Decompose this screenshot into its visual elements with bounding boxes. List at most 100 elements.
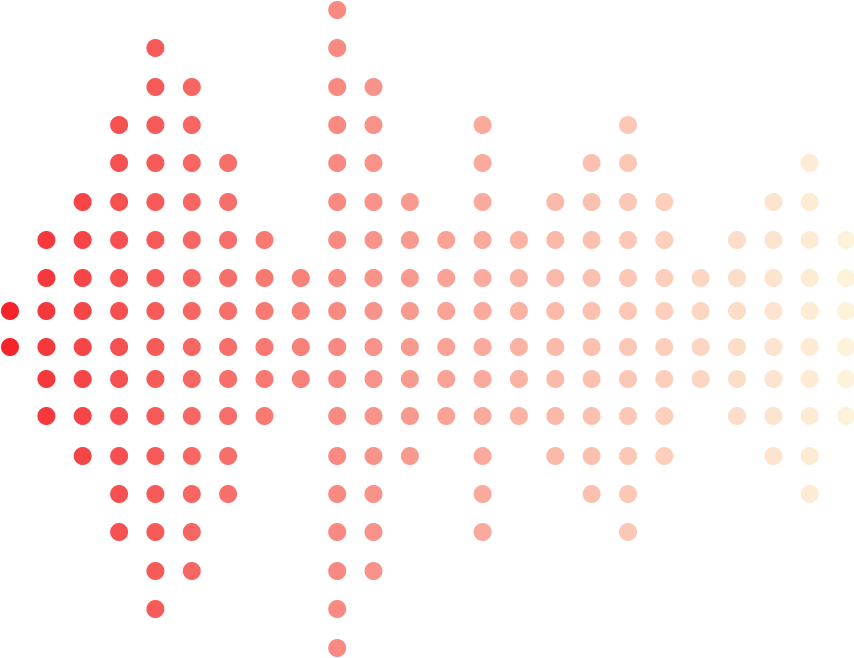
wave-dot — [255, 370, 274, 388]
wave-dot — [728, 302, 746, 320]
wave-dot — [364, 447, 383, 465]
wave-dot — [328, 302, 347, 320]
wave-dot — [728, 269, 746, 287]
wave-dot — [837, 407, 854, 425]
wave-dot — [255, 231, 274, 249]
wave-dot — [146, 269, 165, 287]
wave-dot — [619, 338, 637, 356]
wave-dot — [691, 338, 710, 356]
wave-dot — [437, 231, 456, 249]
wave-dot — [546, 302, 565, 320]
wave-dot — [73, 231, 92, 249]
wave-dot — [546, 338, 565, 356]
wave-dot — [764, 447, 783, 465]
wave-dot — [655, 447, 674, 465]
wave-dot — [400, 407, 419, 425]
wave-dot — [73, 407, 92, 425]
wave-dot — [764, 370, 783, 388]
wave-dot — [619, 370, 637, 388]
wave-dot — [219, 269, 238, 287]
wave-dot — [837, 302, 854, 320]
wave-dot — [328, 485, 347, 503]
wave-dot — [255, 302, 274, 320]
wave-dot — [255, 269, 274, 287]
wave-dot — [328, 1, 347, 19]
wave-dot — [73, 193, 92, 211]
wave-dot — [473, 338, 492, 356]
wave-dot — [182, 302, 201, 320]
wave-dot — [328, 231, 347, 249]
wave-dot — [400, 447, 419, 465]
wave-dot — [619, 269, 637, 287]
wave-dot — [437, 269, 456, 287]
wave-dot — [691, 302, 710, 320]
wave-dot — [73, 269, 92, 287]
wave-dot — [146, 485, 165, 503]
wave-dot — [146, 39, 165, 57]
wave-dot — [400, 269, 419, 287]
wave-dot — [837, 338, 854, 356]
wave-dot — [146, 407, 165, 425]
wave-dot — [582, 485, 601, 503]
wave-dot — [364, 370, 383, 388]
wave-dot — [219, 485, 238, 503]
wave-dot — [546, 231, 565, 249]
wave-dot — [582, 407, 601, 425]
wave-dot — [655, 269, 674, 287]
wave-dot — [582, 193, 601, 211]
wave-dot — [800, 447, 819, 465]
wave-dot — [110, 338, 129, 356]
wave-dot — [146, 562, 165, 580]
wave-dot — [764, 193, 783, 211]
wave-dot — [546, 370, 565, 388]
wave-dot — [182, 485, 201, 503]
wave-dot — [837, 370, 854, 388]
wave-dot — [582, 154, 601, 172]
wave-dot — [182, 407, 201, 425]
wave-dot — [619, 523, 637, 541]
wave-dot — [364, 302, 383, 320]
wave-dot — [146, 154, 165, 172]
wave-dot — [655, 193, 674, 211]
wave-dot — [619, 154, 637, 172]
wave-dot — [146, 116, 165, 134]
wave-dot — [582, 447, 601, 465]
wave-dot — [364, 193, 383, 211]
wave-dot — [619, 485, 637, 503]
wave-dot — [582, 338, 601, 356]
wave-dot — [473, 447, 492, 465]
wave-dot — [182, 447, 201, 465]
wave-dot — [328, 338, 347, 356]
wave-dot — [473, 407, 492, 425]
wave-dot — [255, 407, 274, 425]
wave-dot — [473, 523, 492, 541]
wave-dot — [800, 485, 819, 503]
wave-dot — [400, 370, 419, 388]
wave-dot — [837, 231, 854, 249]
wave-dot — [182, 269, 201, 287]
wave-dot — [400, 338, 419, 356]
wave-dot — [619, 447, 637, 465]
wave-dot — [619, 302, 637, 320]
wave-dot — [655, 338, 674, 356]
wave-dot — [328, 600, 347, 618]
wave-dot — [328, 639, 347, 657]
wave-dot — [509, 370, 528, 388]
wave-dot — [655, 370, 674, 388]
wave-dot — [800, 231, 819, 249]
wave-dot — [619, 231, 637, 249]
wave-dot — [37, 231, 56, 249]
wave-dot — [291, 302, 310, 320]
wave-dot — [328, 116, 347, 134]
wave-dot — [219, 447, 238, 465]
wave-dot — [364, 116, 383, 134]
wave-dot — [509, 269, 528, 287]
wave-dot — [110, 370, 129, 388]
wave-dot — [328, 39, 347, 57]
wave-dot — [255, 338, 274, 356]
wave-dot — [182, 562, 201, 580]
wave-dot — [764, 302, 783, 320]
wave-dot — [219, 302, 238, 320]
wave-dot — [582, 231, 601, 249]
wave-dot — [473, 116, 492, 134]
